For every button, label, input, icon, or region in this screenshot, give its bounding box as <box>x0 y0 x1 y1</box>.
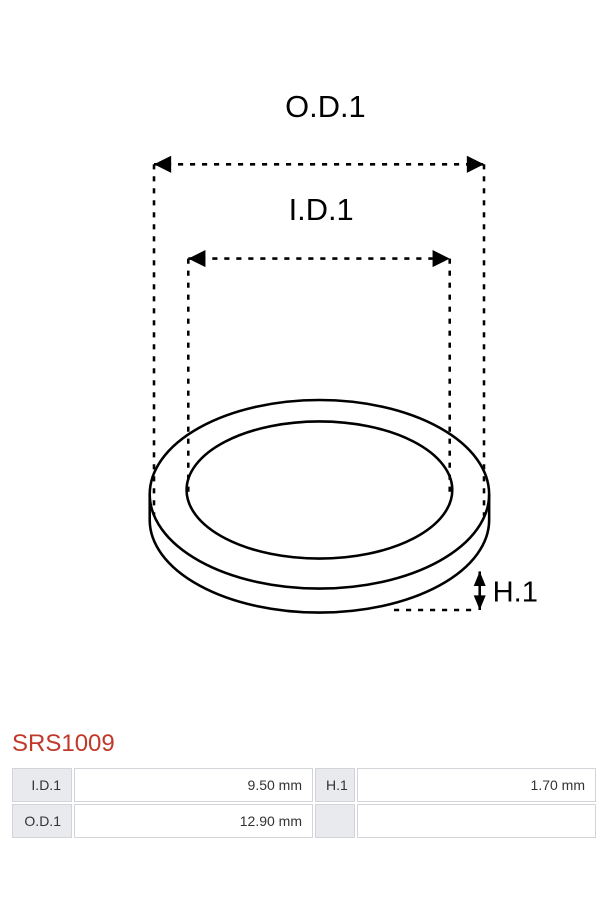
spec-label: I.D.1 <box>12 768 72 802</box>
od1-label: O.D.1 <box>285 89 366 124</box>
spec-value <box>357 804 596 838</box>
table-row: O.D.112.90 mm <box>12 804 596 838</box>
spec-table: I.D.19.50 mmH.11.70 mmO.D.112.90 mm <box>10 766 598 840</box>
spec-value: 12.90 mm <box>74 804 313 838</box>
spec-label <box>315 804 355 838</box>
spec-value: 9.50 mm <box>74 768 313 802</box>
table-row: I.D.19.50 mmH.11.70 mm <box>12 768 596 802</box>
ring-diagram-svg: O.D.1 I.D.1 <box>64 60 544 680</box>
spec-label: O.D.1 <box>12 804 72 838</box>
technical-diagram: O.D.1 I.D.1 <box>10 10 598 730</box>
part-number-title: SRS1009 <box>12 730 598 758</box>
spec-value: 1.70 mm <box>357 768 596 802</box>
h1-label: H.1 <box>493 576 538 608</box>
id1-label: I.D.1 <box>289 192 354 227</box>
spec-label: H.1 <box>315 768 355 802</box>
